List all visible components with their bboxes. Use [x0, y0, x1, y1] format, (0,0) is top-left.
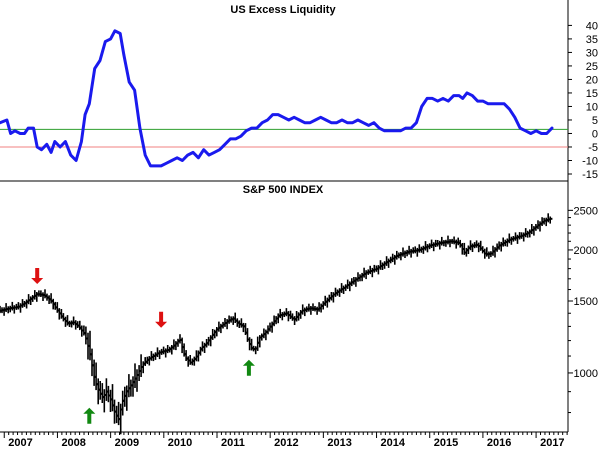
x-axis-label-2014: 2014 — [381, 437, 406, 449]
buy-arrow-marker-1 — [83, 407, 96, 424]
liquidity-y-tick-label-2: 30 — [586, 47, 598, 59]
liquidity-title: US Excess Liquidity — [230, 4, 336, 16]
x-axis-label-2009: 2009 — [115, 437, 139, 449]
spx-y-tick-label-0: 2500 — [574, 205, 598, 217]
liquidity-reference-lines — [0, 128, 568, 148]
spx-title: S&P 500 INDEX — [243, 184, 324, 196]
x-axis-label-2013: 2013 — [327, 437, 351, 449]
liquidity-y-tick-label-5: 15 — [586, 88, 598, 100]
x-axis: 2007 2008 2009 2010 2011 2012 2013 2014 2015 2016… — [3, 432, 568, 449]
sell-arrow-marker-2 — [155, 311, 168, 328]
spx-y-tick-label-2: 1500 — [574, 296, 598, 308]
liquidity-y-tick-label-1: 35 — [586, 34, 598, 46]
x-axis-label-2008: 2008 — [61, 437, 85, 449]
liquidity-y-tick-label-9: -5 — [588, 142, 598, 154]
liquidity-y-tick-label-8: 0 — [592, 128, 598, 140]
spx-y-tick-label-3: 1000 — [574, 368, 598, 380]
x-axis-label-2016: 2016 — [487, 437, 511, 449]
x-axis-label-2015: 2015 — [434, 437, 458, 449]
sell-arrow-marker-0 — [31, 268, 44, 284]
spx-panel: S&P 500 INDEX 2500 2000 1500 1000 — [0, 184, 598, 435]
liquidity-y-tick-label-4: 20 — [586, 74, 598, 86]
liquidity-y-tick-label-7: 5 — [592, 115, 598, 127]
liquidity-y-tick-label-3: 25 — [586, 61, 598, 73]
liquidity-y-tick-label-11: -15 — [582, 169, 598, 181]
spx-y-tick-label-1: 2000 — [574, 245, 598, 257]
x-axis-label-2017: 2017 — [540, 437, 564, 449]
x-axis-label-2011: 2011 — [221, 437, 245, 449]
liquidity-panel: US Excess Liquidity 4035302520151050-5-1… — [0, 4, 598, 181]
buy-arrow-marker-3 — [242, 359, 255, 376]
spx-signal-markers — [31, 268, 255, 424]
liquidity-y-tick-label-6: 10 — [586, 101, 598, 113]
liquidity-series-line — [0, 29, 554, 168]
spx-series-bars — [0, 213, 553, 435]
liquidity-y-tick-label-10: -10 — [582, 155, 598, 167]
spx-y-axis: 2500 2000 1500 1000 — [568, 205, 598, 414]
x-axis-label-2012: 2012 — [274, 437, 298, 449]
x-axis-label-2010: 2010 — [168, 437, 192, 449]
liquidity-y-tick-label-0: 40 — [586, 20, 598, 32]
x-axis-label-2007: 2007 — [8, 437, 32, 449]
